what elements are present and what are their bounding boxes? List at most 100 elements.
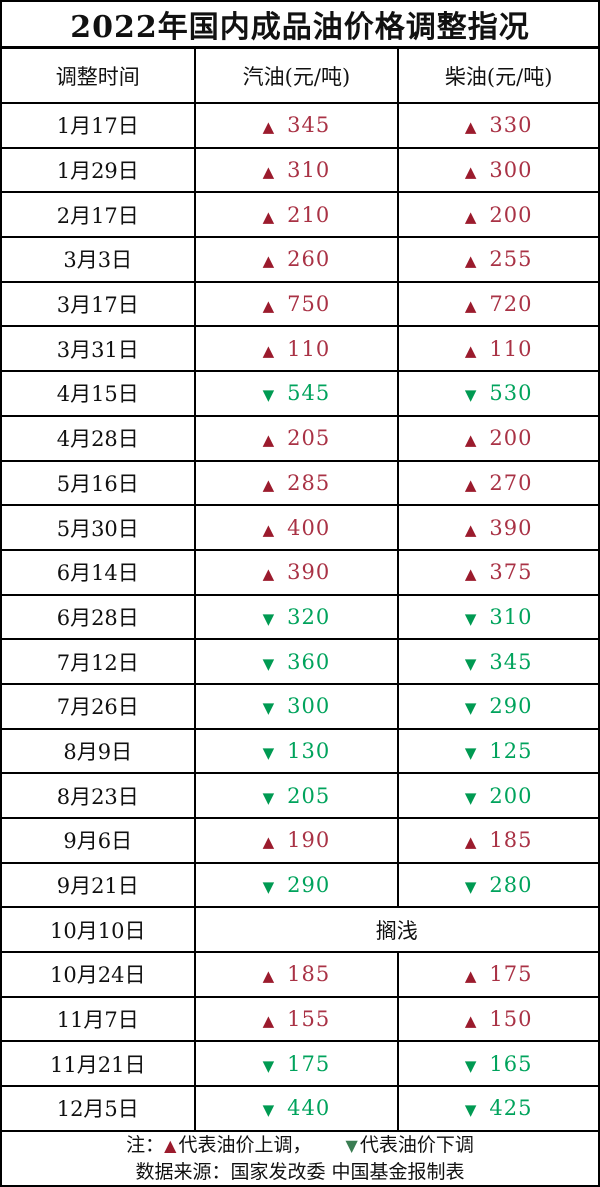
legend-down-text: 代表油价下调 xyxy=(359,1133,474,1156)
gasoline-change-cell: ▲ 210 xyxy=(193,191,400,239)
table-row: 12月5日 ▼ 440 ▼ 425 xyxy=(2,1085,598,1132)
change-value: 210 xyxy=(287,202,331,227)
up-triangle-icon: ▲ xyxy=(464,967,477,986)
adjustment-date: 7月12日 xyxy=(2,638,196,685)
up-triangle-icon: ▲ xyxy=(464,520,477,539)
change-value: 130 xyxy=(287,738,331,763)
table-row: 3月31日 ▲ 110 ▲ 110 xyxy=(2,325,598,373)
change-value: 530 xyxy=(489,381,533,406)
diesel-change-cell: ▲ 255 xyxy=(397,236,598,283)
up-triangle-icon: ▲ xyxy=(464,475,477,494)
up-triangle-icon: ▲ xyxy=(464,163,477,182)
diesel-change-cell: ▼ 200 xyxy=(397,772,598,819)
change-value: 175 xyxy=(287,1051,331,1076)
up-triangle-icon: ▲ xyxy=(164,1135,177,1155)
gasoline-change-cell: ▼ 440 xyxy=(193,1085,400,1132)
up-triangle-icon: ▲ xyxy=(464,1012,477,1031)
diesel-change-cell: ▼ 345 xyxy=(397,638,598,685)
up-triangle-icon: ▲ xyxy=(262,520,275,539)
change-value: 440 xyxy=(287,1096,331,1121)
gasoline-change-cell: ▼ 130 xyxy=(193,727,400,775)
gasoline-change-cell: ▼ 320 xyxy=(193,593,400,641)
col-header-gasoline: 汽油(元/吨) xyxy=(193,49,400,104)
change-value: 175 xyxy=(489,962,533,987)
change-value: 290 xyxy=(489,694,533,719)
gasoline-change-cell: ▲ 205 xyxy=(193,414,400,462)
up-triangle-icon: ▲ xyxy=(464,252,477,271)
legend-note: 注：▲ 代表油价上调， ▼ 代表油价下调 xyxy=(126,1132,474,1159)
change-value: 190 xyxy=(287,828,331,853)
diesel-change-cell: ▼ 125 xyxy=(397,727,598,775)
col-header-date: 调整时间 xyxy=(2,49,196,104)
gasoline-change-cell: ▲ 260 xyxy=(193,236,400,283)
gasoline-change-cell: ▲ 185 xyxy=(193,951,400,998)
table-row: 8月9日 ▼ 130 ▼ 125 xyxy=(2,727,598,775)
change-value: 310 xyxy=(489,604,533,629)
adjustment-date: 8月9日 xyxy=(2,727,196,775)
table-row: 1月29日 ▲ 310 ▲ 300 xyxy=(2,146,598,194)
legend-prefix: 注： xyxy=(126,1133,165,1156)
table-row: 6月14日 ▲ 390 ▲ 375 xyxy=(2,548,598,596)
up-triangle-icon: ▲ xyxy=(262,163,275,182)
change-value: 345 xyxy=(287,113,331,138)
change-value: 155 xyxy=(287,1007,331,1032)
change-value: 290 xyxy=(287,873,331,898)
adjustment-date: 6月28日 xyxy=(2,593,196,641)
diesel-change-cell: ▲ 150 xyxy=(397,995,598,1043)
change-value: 200 xyxy=(489,426,533,451)
down-triangle-icon: ▼ xyxy=(464,788,477,807)
change-value: 285 xyxy=(287,470,331,495)
table-row: 6月28日 ▼ 320 ▼ 310 xyxy=(2,593,598,641)
down-triangle-icon: ▼ xyxy=(262,386,275,405)
change-value: 310 xyxy=(287,158,331,183)
change-value: 270 xyxy=(489,470,533,495)
gasoline-change-cell: ▲ 155 xyxy=(193,995,400,1043)
change-value: 425 xyxy=(489,1096,533,1121)
change-value: 165 xyxy=(489,1051,533,1076)
change-value: 255 xyxy=(489,247,533,272)
up-triangle-icon: ▲ xyxy=(262,252,275,271)
diesel-change-cell: ▼ 290 xyxy=(397,682,598,730)
adjustment-date: 1月29日 xyxy=(2,146,196,194)
diesel-change-cell: ▲ 270 xyxy=(397,459,598,507)
diesel-change-cell: ▲ 375 xyxy=(397,548,598,596)
adjustment-date: 6月14日 xyxy=(2,548,196,596)
gasoline-change-cell: ▼ 290 xyxy=(193,861,400,909)
col-header-diesel: 柴油(元/吨) xyxy=(397,49,598,104)
adjustment-date: 12月5日 xyxy=(2,1085,196,1132)
down-triangle-icon: ▼ xyxy=(262,1101,275,1120)
table-row: 9月6日 ▲ 190 ▲ 185 xyxy=(2,817,598,864)
diesel-change-cell: ▼ 165 xyxy=(397,1040,598,1088)
table-footnote: 注：▲ 代表油价上调， ▼ 代表油价下调 数据来源：国家发改委 中国基金报制表 xyxy=(2,1132,598,1185)
table-row: 5月30日 ▲ 400 ▲ 390 xyxy=(2,504,598,551)
change-value: 390 xyxy=(489,515,533,540)
gasoline-change-cell: ▲ 345 xyxy=(193,102,400,149)
down-triangle-icon: ▼ xyxy=(262,878,275,897)
adjustment-date: 8月23日 xyxy=(2,772,196,819)
adjustment-date: 5月16日 xyxy=(2,459,196,507)
table-row: 3月17日 ▲ 750 ▲ 720 xyxy=(2,280,598,328)
diesel-change-cell: ▲ 300 xyxy=(397,146,598,194)
adjustment-date: 10月24日 xyxy=(2,951,196,998)
change-value: 375 xyxy=(489,560,533,585)
up-triangle-icon: ▲ xyxy=(464,833,477,852)
adjustment-date: 5月30日 xyxy=(2,504,196,551)
table-row: 1月17日 ▲ 345 ▲ 330 xyxy=(2,102,598,149)
stranded-cell: 搁浅 xyxy=(193,906,598,954)
change-value: 300 xyxy=(489,158,533,183)
adjustment-date: 11月7日 xyxy=(2,995,196,1043)
adjustment-date: 9月21日 xyxy=(2,861,196,909)
change-value: 125 xyxy=(489,738,533,763)
up-triangle-icon: ▲ xyxy=(464,341,477,360)
diesel-change-cell: ▲ 175 xyxy=(397,951,598,998)
gasoline-change-cell: ▼ 360 xyxy=(193,638,400,685)
down-triangle-icon: ▼ xyxy=(464,878,477,897)
gasoline-change-cell: ▲ 390 xyxy=(193,548,400,596)
table-row: 10月10日 搁浅 xyxy=(2,906,598,954)
change-value: 545 xyxy=(287,381,331,406)
diesel-change-cell: ▲ 720 xyxy=(397,280,598,328)
change-value: 750 xyxy=(287,292,331,317)
up-triangle-icon: ▲ xyxy=(262,118,275,137)
table-row: 7月26日 ▼ 300 ▼ 290 xyxy=(2,682,598,730)
table-row: 2月17日 ▲ 210 ▲ 200 xyxy=(2,191,598,239)
